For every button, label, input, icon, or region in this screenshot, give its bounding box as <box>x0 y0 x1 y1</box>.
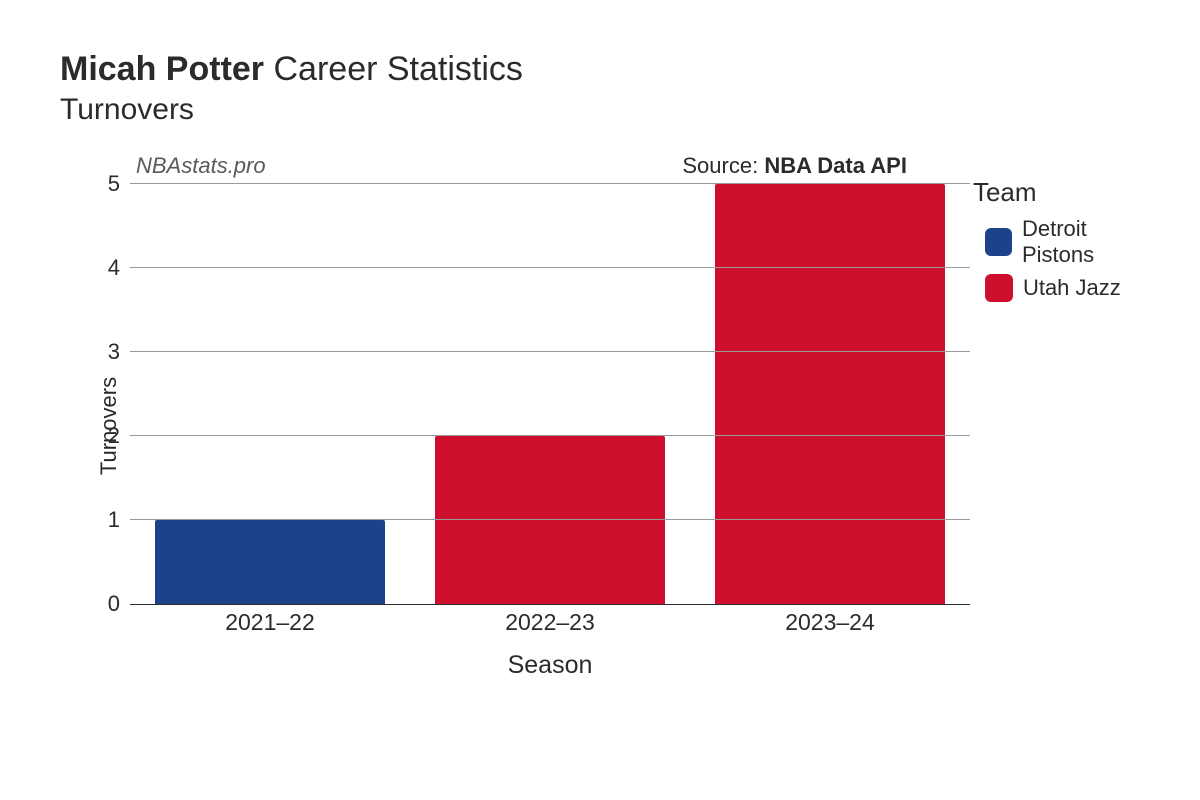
x-tick: 2023–24 <box>690 609 970 636</box>
plot-row: Turnovers NBAstats.pro Source: NBA Data … <box>60 153 1160 633</box>
y-tick: 2 <box>108 423 120 449</box>
legend-item: Utah Jazz <box>985 274 1160 302</box>
bars-group <box>130 185 970 604</box>
bar-slot <box>410 185 690 604</box>
bar <box>155 520 385 604</box>
gridline <box>130 519 970 520</box>
chart-title: Micah Potter Career Statistics <box>60 50 1160 89</box>
chart-container: Micah Potter Career Statistics Turnovers… <box>60 50 1160 633</box>
title-bold: Micah Potter <box>60 50 264 88</box>
legend-swatch <box>985 228 1012 256</box>
y-tick: 1 <box>108 507 120 533</box>
source-value: NBA Data API <box>764 153 907 178</box>
chart-subtitle: Turnovers <box>60 93 1160 127</box>
y-tick: 0 <box>108 591 120 617</box>
y-tick: 3 <box>108 339 120 365</box>
x-ticks-row: 2021–222022–232023–24 <box>130 609 970 636</box>
legend-swatch <box>985 274 1013 302</box>
legend-label: Detroit Pistons <box>1022 216 1160 268</box>
gridline <box>130 435 970 436</box>
x-axis-label: Season <box>130 651 970 680</box>
bar <box>435 436 665 604</box>
legend-label: Utah Jazz <box>1023 275 1121 301</box>
gridline <box>130 351 970 352</box>
legend: Team Detroit Pistons Utah Jazz <box>973 177 1160 308</box>
gridline <box>130 183 970 184</box>
source-label: Source: <box>682 153 764 178</box>
bar-slot <box>690 185 970 604</box>
plot-area: Turnovers NBAstats.pro Source: NBA Data … <box>100 153 943 633</box>
legend-title: Team <box>973 177 1160 208</box>
legend-items: Detroit Pistons Utah Jazz <box>973 216 1160 302</box>
x-tick: 2021–22 <box>130 609 410 636</box>
x-tick: 2022–23 <box>410 609 690 636</box>
title-rest: Career Statistics <box>264 50 523 88</box>
watermark: NBAstats.pro <box>136 153 266 179</box>
bar <box>715 184 945 604</box>
bar-slot <box>130 185 410 604</box>
y-tick: 5 <box>108 171 120 197</box>
gridline <box>130 267 970 268</box>
source-text: Source: NBA Data API <box>682 153 907 179</box>
y-tick: 4 <box>108 255 120 281</box>
legend-item: Detroit Pistons <box>985 216 1160 268</box>
grid-area: 012345 <box>130 185 970 605</box>
